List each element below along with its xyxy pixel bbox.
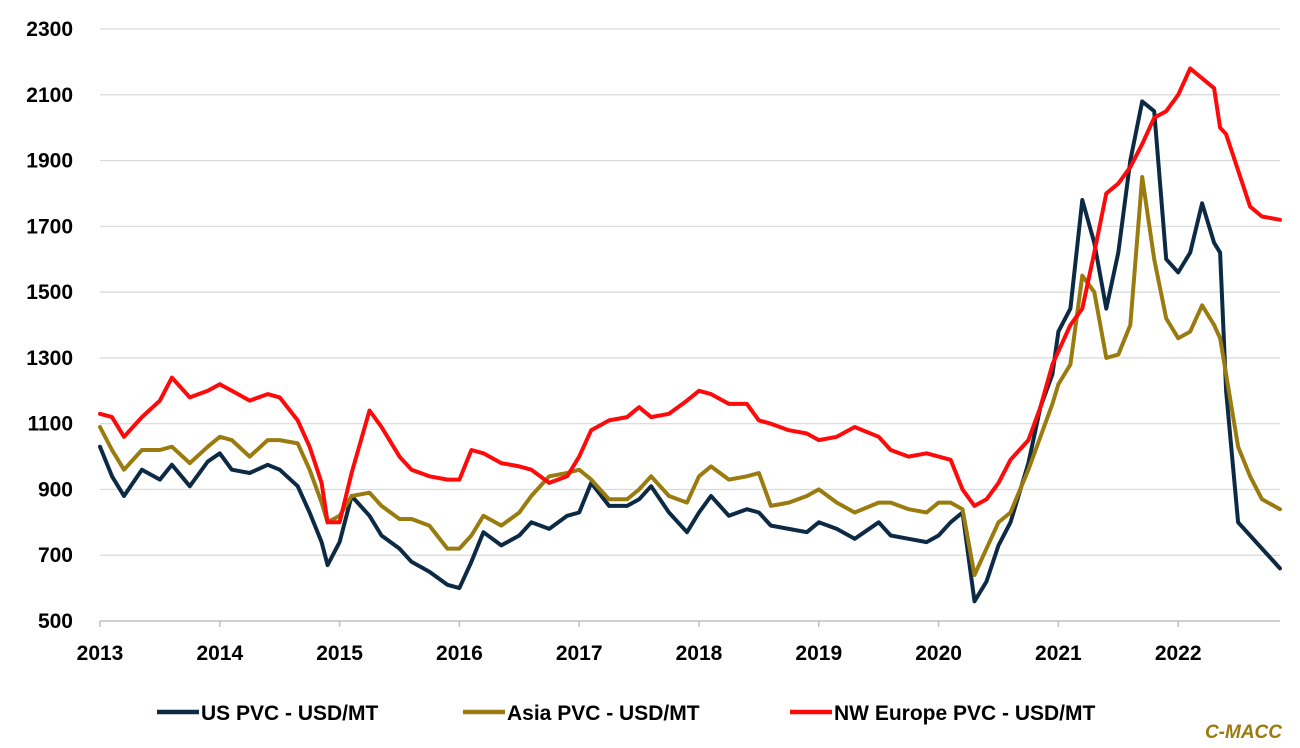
- x-tick-label: 2013: [77, 642, 124, 665]
- x-tick-label: 2016: [436, 642, 483, 665]
- x-tick-label: 2022: [1155, 642, 1202, 665]
- x-tick-label: 2017: [556, 642, 603, 665]
- x-tick-label: 2014: [196, 642, 243, 665]
- y-tick-label: 1500: [26, 281, 73, 304]
- y-tick-label: 500: [38, 610, 73, 633]
- x-tick-label: 2021: [1035, 642, 1082, 665]
- series-line-us: [98, 99, 1282, 604]
- x-tick-label: 2020: [915, 642, 962, 665]
- y-tick-label: 900: [38, 478, 73, 501]
- x-tick-label: 2019: [795, 642, 842, 665]
- y-tick-label: 2300: [26, 18, 73, 41]
- series-line-nw-europe: [98, 66, 1282, 525]
- y-tick-label: 1700: [26, 215, 73, 238]
- y-tick-label: 700: [38, 544, 73, 567]
- gridlines: [100, 28, 1280, 556]
- x-tick-label: 2018: [676, 642, 723, 665]
- series-line-asia: [98, 175, 1282, 577]
- y-tick-label: 1300: [26, 347, 73, 370]
- x-tick-label: 2015: [316, 642, 363, 665]
- axes: 500 700 900 1100 1300 1500 1700 1900 2100 2300 201…: [26, 18, 1280, 665]
- legend: US PVC - USD/MT Asia PVC - USD/MT NW Europ…: [157, 702, 1096, 725]
- legend-label: US PVC - USD/MT: [201, 702, 379, 725]
- series-lines: [98, 66, 1282, 604]
- y-tick-label: 1900: [26, 150, 73, 173]
- credit-label: C-MACC: [1205, 722, 1282, 743]
- y-tick-label: 1100: [27, 413, 73, 436]
- legend-label: Asia PVC - USD/MT: [507, 702, 700, 725]
- legend-label: NW Europe PVC - USD/MT: [834, 702, 1096, 725]
- y-tick-label: 2100: [26, 84, 73, 107]
